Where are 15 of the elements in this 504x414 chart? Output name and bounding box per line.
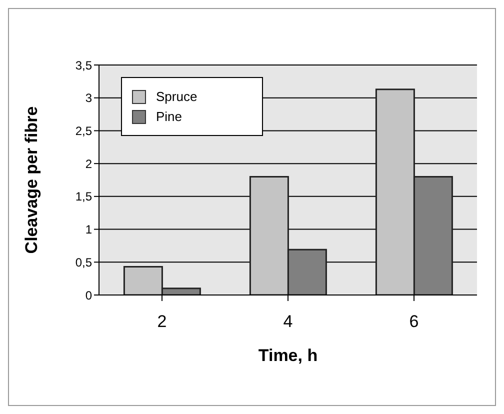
x-tick-label: 4 — [283, 312, 293, 332]
legend-label: Spruce — [156, 89, 198, 104]
y-tick-label: 3 — [85, 91, 92, 106]
x-axis-title: Time, h — [258, 346, 318, 365]
y-tick-label: 0,5 — [75, 255, 92, 270]
legend-label: Pine — [156, 109, 182, 124]
y-tick-label: 2 — [85, 156, 92, 171]
y-tick-label: 2,5 — [75, 124, 92, 138]
y-tick-label: 3,5 — [75, 58, 92, 72]
x-tick-label: 6 — [409, 312, 419, 332]
y-tick-label: 1,5 — [75, 190, 92, 204]
y-axis-title: Cleavage per fibre — [22, 106, 42, 254]
y-tick-label: 1 — [85, 222, 92, 237]
x-tick-label: 2 — [157, 312, 167, 332]
y-tick-label: 0 — [85, 288, 92, 302]
